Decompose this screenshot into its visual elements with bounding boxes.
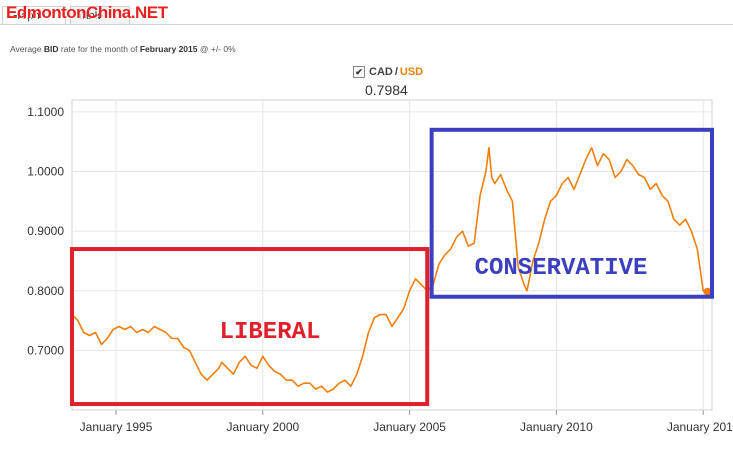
- subtitle-bid: BID: [43, 44, 59, 54]
- legend-separator: /: [394, 66, 398, 78]
- y-tick-label: 0.9000: [27, 224, 64, 238]
- tab-table[interactable]: Table: [70, 6, 130, 24]
- liberal-label: LIBERAL: [220, 319, 321, 346]
- series-checkbox[interactable]: ✔: [353, 66, 365, 78]
- legend-quote-currency: USD: [399, 66, 424, 78]
- series-line: [71, 146, 708, 393]
- x-tick-label: January 2005: [373, 420, 446, 434]
- watermark: EdmontonChina.NET: [6, 3, 168, 22]
- subtitle-middle: rate for the month of: [60, 44, 138, 54]
- x-tick-label: January 2015: [667, 420, 733, 434]
- tab-bar: Graph Table: [0, 0, 733, 25]
- conservative-box: [429, 127, 714, 299]
- current-rate-value: 0.7984: [365, 82, 408, 98]
- x-tick-label: January 2000: [226, 420, 299, 434]
- conservative-label: CONSERVATIVE: [475, 255, 648, 282]
- legend: ✔ CAD / USD: [353, 66, 423, 78]
- series-end-point: [703, 287, 712, 296]
- x-tick-label: January 2010: [520, 420, 593, 434]
- legend-base-currency: CAD: [369, 66, 393, 78]
- x-tick-label: January 1995: [80, 420, 153, 434]
- subtitle-prefix: Average: [10, 44, 42, 54]
- y-tick-label: 0.7000: [27, 343, 64, 357]
- chart-subtitle: Average BID rate for the month of Februa…: [10, 44, 236, 54]
- tab-graph[interactable]: Graph: [2, 6, 66, 24]
- y-tick-label: 0.8000: [27, 284, 64, 298]
- y-tick-label: 1.1000: [27, 105, 64, 119]
- y-tick-label: 1.0000: [27, 165, 64, 179]
- liberal-box: [70, 247, 430, 407]
- subtitle-month: February 2015: [139, 44, 198, 54]
- subtitle-suffix: @ +/- 0%: [199, 44, 236, 54]
